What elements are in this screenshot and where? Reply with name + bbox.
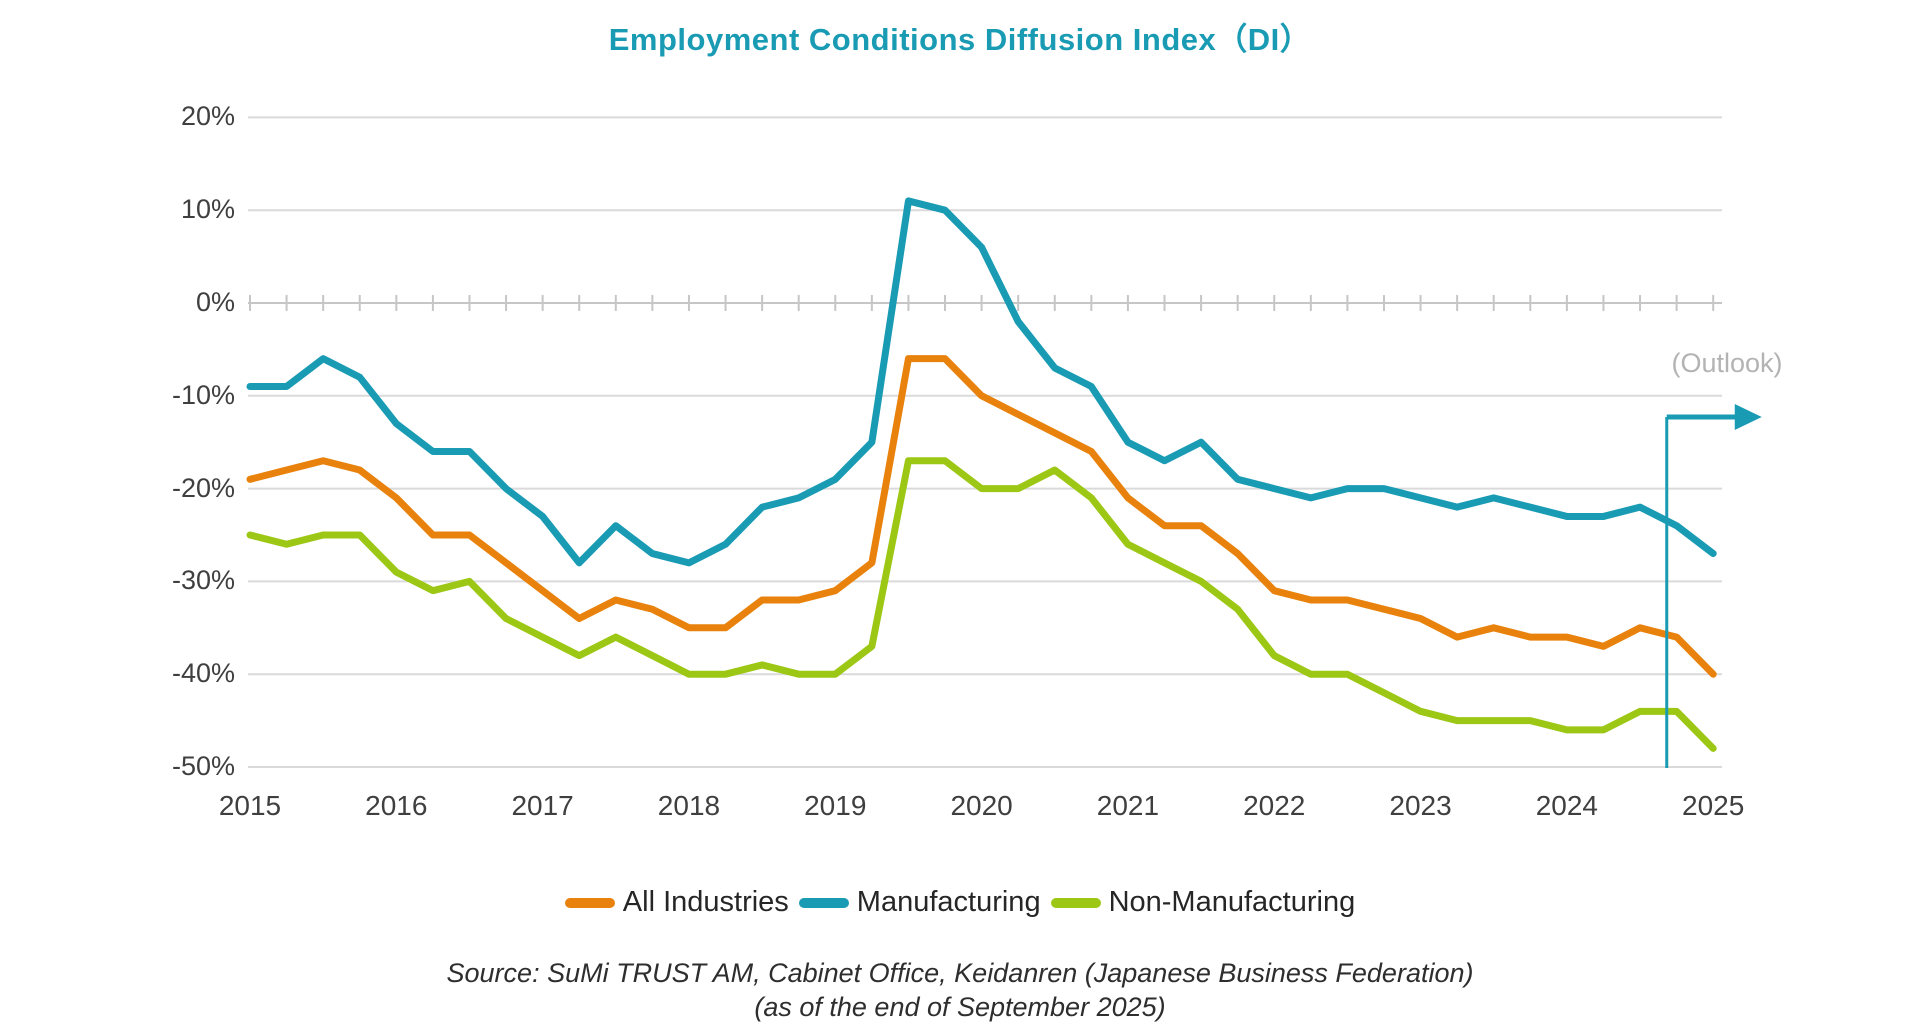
source-note: Source: SuMi TRUST AM, Cabinet Office, K… <box>0 956 1920 1022</box>
all-industries-line-swatch-icon <box>564 897 615 908</box>
legend-label-manufacturing: Manufacturing <box>856 886 1041 918</box>
legend-item-non-manufacturing: Non-Manufacturing <box>1050 886 1356 919</box>
x-axis-label: 2015 <box>218 790 282 821</box>
x-axis-label: 2025 <box>1682 790 1745 821</box>
x-axis-label: 2023 <box>1389 790 1452 821</box>
legend-item-all-industries: All Industries <box>564 886 789 919</box>
y-axis-label: -20% <box>171 472 235 503</box>
series-line-manufacturing <box>246 197 1717 567</box>
outlook-arrow-head-icon <box>1734 404 1762 430</box>
x-axis-label: 2024 <box>1535 790 1599 821</box>
x-axis-label: 2018 <box>657 790 721 821</box>
y-axis-label: -30% <box>171 565 235 596</box>
y-axis-label: -40% <box>171 658 235 689</box>
non-manufacturing-line-swatch-icon <box>1050 897 1101 908</box>
series-line-all-industries <box>246 355 1717 678</box>
series-line-non-manufacturing <box>246 457 1717 752</box>
y-axis-label: -50% <box>171 751 235 781</box>
x-axis-label: 2017 <box>511 790 574 821</box>
legend: All Industries Manufacturing Non-Manufac… <box>0 886 1920 919</box>
x-axis-label: 2019 <box>804 790 867 821</box>
source-line-1: Source: SuMi TRUST AM, Cabinet Office, K… <box>446 958 1474 988</box>
x-axis-label: 2016 <box>365 790 428 821</box>
outlook-annotation: (Outlook) <box>1671 348 1783 378</box>
x-axis-label: 2022 <box>1243 790 1306 821</box>
legend-label-all-industries: All Industries <box>622 886 789 918</box>
y-axis-label: 10% <box>180 194 235 225</box>
x-axis-label: 2020 <box>950 790 1013 821</box>
x-axis-label: 2021 <box>1096 790 1160 821</box>
legend-item-manufacturing: Manufacturing <box>798 886 1041 919</box>
y-axis-label: -10% <box>171 379 235 410</box>
source-line-2: (as of the end of September 2025) <box>754 992 1166 1022</box>
manufacturing-line-swatch-icon <box>798 897 849 908</box>
y-axis-label: 0% <box>195 287 235 317</box>
legend-label-non-manufacturing: Non-Manufacturing <box>1108 886 1356 918</box>
chart-title: Employment Conditions Diffusion Index（DI… <box>608 22 1312 57</box>
y-axis-label: 20% <box>180 101 235 132</box>
